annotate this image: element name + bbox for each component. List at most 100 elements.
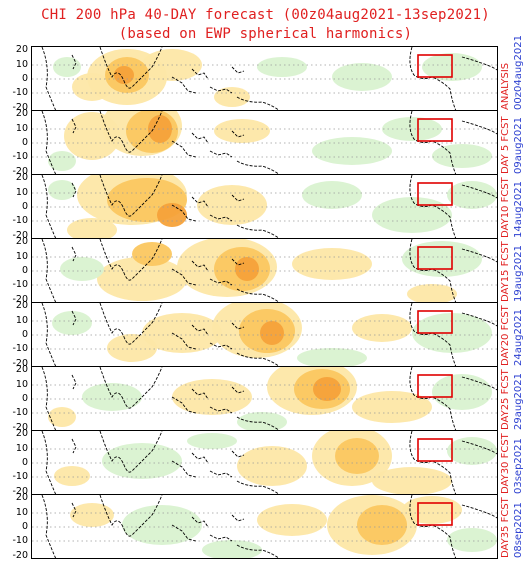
coastline xyxy=(191,452,209,464)
coastline xyxy=(171,524,197,542)
forecast-date: 00z04aug2021 xyxy=(513,35,524,110)
coastline xyxy=(231,514,245,522)
divergence-area xyxy=(237,446,307,486)
coastline xyxy=(231,194,245,202)
divergence-area xyxy=(407,284,457,302)
convergence-area xyxy=(202,540,262,558)
region-highlight-box xyxy=(417,118,453,142)
coastline xyxy=(99,431,163,473)
divergence-area xyxy=(352,314,412,342)
divergence-area xyxy=(352,391,432,423)
coastline xyxy=(99,47,163,89)
convergence-area xyxy=(312,137,392,165)
forecast-panel xyxy=(31,238,498,303)
forecast-label: DAY10 FCST xyxy=(500,177,511,238)
coastline xyxy=(41,303,57,366)
coastline xyxy=(171,268,197,286)
coastline xyxy=(71,502,77,518)
y-tick-label: 10 xyxy=(15,507,28,518)
coastline xyxy=(191,516,209,528)
convergence-area xyxy=(447,181,497,209)
coastline xyxy=(209,86,233,94)
coastline xyxy=(209,342,233,350)
forecast-label: DAY35 FCST xyxy=(500,497,511,558)
y-tick-label: -20 xyxy=(12,422,28,433)
forecast-date: 03sep2021 xyxy=(513,438,524,494)
forecast-date: 24aug2021 xyxy=(513,309,524,366)
coastline xyxy=(171,140,197,158)
convergence-area xyxy=(52,311,92,335)
divergence-area xyxy=(142,313,222,353)
panel-side-labels: DAY25 FCST 29aug2021 xyxy=(500,366,531,430)
coastline xyxy=(236,224,280,238)
forecast-date: 14aug2021 xyxy=(513,181,524,238)
y-tick-label: 10 xyxy=(15,379,28,390)
coastline xyxy=(99,175,163,217)
panel-side-labels: DAY35 FCST 08sep2021 xyxy=(500,494,531,558)
convergence-area xyxy=(372,197,452,233)
convergence-area xyxy=(382,117,442,141)
panel-side-labels: DAY10 FCST 14aug2021 xyxy=(500,174,531,238)
coastline xyxy=(71,54,77,70)
divergence-area xyxy=(335,438,379,474)
coastline xyxy=(209,534,233,542)
convergence-area xyxy=(53,57,81,77)
convergence-area xyxy=(447,437,497,465)
forecast-panel xyxy=(31,46,498,111)
y-tick-label: -20 xyxy=(12,486,28,497)
coastline xyxy=(171,204,197,222)
forecast-label: DAY30 FCST xyxy=(500,433,511,494)
coastline xyxy=(71,246,77,262)
panel-side-labels: DAY15 FCST 19aug2021 xyxy=(500,238,531,302)
coastline xyxy=(41,47,57,110)
y-tick-label: -10 xyxy=(12,471,28,482)
convergence-area xyxy=(297,348,367,366)
coastline xyxy=(236,160,280,174)
coastline xyxy=(461,312,497,327)
y-tick-label: -10 xyxy=(12,343,28,354)
coastline xyxy=(231,386,245,394)
coastline xyxy=(41,175,57,238)
region-highlight-box xyxy=(417,246,453,270)
y-tick-label: -10 xyxy=(12,215,28,226)
y-tick-label: 20 xyxy=(15,300,28,311)
panel-side-labels: DAY20 FCST 24aug2021 xyxy=(500,302,531,366)
forecast-panel xyxy=(31,302,498,367)
coastline xyxy=(191,260,209,272)
coastline xyxy=(191,388,209,400)
divergence-area xyxy=(197,185,267,225)
convergence-area xyxy=(257,57,307,77)
forecast-date: 08sep2021 xyxy=(513,502,524,558)
forecast-date: 09aug2021 xyxy=(513,117,524,174)
coastline xyxy=(41,431,57,494)
y-tick-label: -10 xyxy=(12,407,28,418)
divergence-area xyxy=(97,257,187,301)
chart-title: CHI 200 hPa 40-DAY forecast (00z04aug202… xyxy=(41,7,490,23)
coastline xyxy=(171,76,197,94)
coastline xyxy=(461,184,497,199)
chi-map xyxy=(32,111,497,174)
region-highlight-box xyxy=(417,374,453,398)
divergence-area xyxy=(372,467,452,494)
y-tick-label: 0 xyxy=(21,393,28,404)
forecast-label: DAY20 FCST xyxy=(500,305,511,366)
convergence-area xyxy=(60,257,104,281)
chi-map xyxy=(32,303,497,366)
y-tick-label: 10 xyxy=(15,59,28,70)
chi-map xyxy=(32,239,497,302)
coastline xyxy=(71,118,77,134)
y-tick-label: 0 xyxy=(21,457,28,468)
coastline xyxy=(231,66,245,74)
y-tick-label: 10 xyxy=(15,315,28,326)
panel-side-labels: DAY 5 FCST 09aug2021 xyxy=(500,110,531,174)
y-tick-label: 0 xyxy=(21,265,28,276)
coastline xyxy=(209,150,233,158)
panel-side-labels: ANALYSIS 00z04aug2021 xyxy=(500,35,531,110)
y-tick-label: -20 xyxy=(12,294,28,305)
y-tick-label: -10 xyxy=(12,151,28,162)
convergence-area xyxy=(432,374,492,410)
y-tick-label: -10 xyxy=(12,87,28,98)
chi-map xyxy=(32,175,497,238)
convergence-area xyxy=(48,180,76,200)
y-tick-label: 0 xyxy=(21,329,28,340)
